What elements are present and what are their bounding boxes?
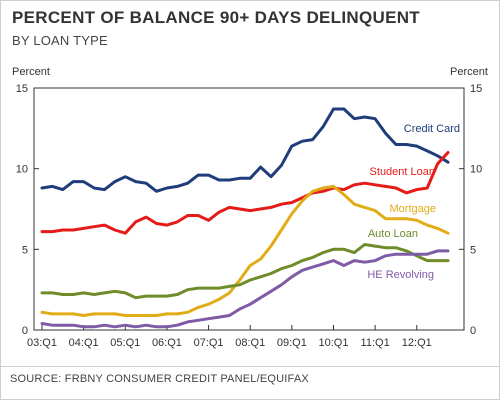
series-line-student-loan bbox=[40, 151, 450, 235]
series-label-mortgage: Mortgage bbox=[390, 203, 436, 215]
y-tick-label-right-5: 5 bbox=[470, 244, 476, 256]
x-tick-label-03:Q1: 03:Q1 bbox=[27, 337, 57, 349]
y-tick-label-right-10: 10 bbox=[470, 164, 482, 176]
x-tick-label-06:Q1: 06:Q1 bbox=[152, 337, 182, 349]
x-tick-label-11:Q1: 11:Q1 bbox=[361, 337, 390, 349]
source-note: SOURCE: FRBNY CONSUMER CREDIT PANEL/EQUI… bbox=[10, 373, 309, 385]
series-label-credit-card: Credit Card bbox=[404, 123, 460, 135]
y-tick-label-right-0: 0 bbox=[470, 325, 476, 337]
y-tick-label-left-10: 10 bbox=[16, 164, 28, 176]
y-tick-label-left-5: 5 bbox=[22, 244, 28, 256]
x-tick-label-07:Q1: 07:Q1 bbox=[194, 337, 224, 349]
series-label-he-revolving: HE Revolving bbox=[367, 269, 434, 281]
y-axis-unit-right: Percent bbox=[450, 66, 488, 78]
y-axis-unit-left: Percent bbox=[12, 66, 50, 78]
series-line-mortgage bbox=[40, 184, 450, 317]
series-line-auto-loan bbox=[40, 243, 450, 300]
plot-area bbox=[33, 87, 465, 331]
chart-title: PERCENT OF BALANCE 90+ DAYS DELINQUENT bbox=[12, 8, 420, 27]
chart-subtitle: BY LOAN TYPE bbox=[12, 33, 108, 48]
series-label-auto-loan: Auto Loan bbox=[368, 228, 418, 240]
series-label-student-loan: Student Loan bbox=[370, 166, 435, 178]
x-tick-label-08:Q1: 08:Q1 bbox=[235, 337, 265, 349]
series-line-he-revolving bbox=[40, 249, 450, 329]
series-line-credit-card bbox=[40, 107, 450, 193]
x-tick-label-12:Q1: 12:Q1 bbox=[402, 337, 432, 349]
y-tick-label-left-15: 15 bbox=[16, 83, 28, 95]
x-tick-label-05:Q1: 05:Q1 bbox=[110, 337, 140, 349]
y-tick-label-right-15: 15 bbox=[470, 83, 482, 95]
y-tick-label-left-0: 0 bbox=[22, 325, 28, 337]
x-tick-label-04:Q1: 04:Q1 bbox=[69, 337, 99, 349]
source-divider bbox=[0, 366, 500, 367]
x-tick-label-09:Q1: 09:Q1 bbox=[277, 337, 307, 349]
x-tick-label-10:Q1: 10:Q1 bbox=[319, 337, 349, 349]
